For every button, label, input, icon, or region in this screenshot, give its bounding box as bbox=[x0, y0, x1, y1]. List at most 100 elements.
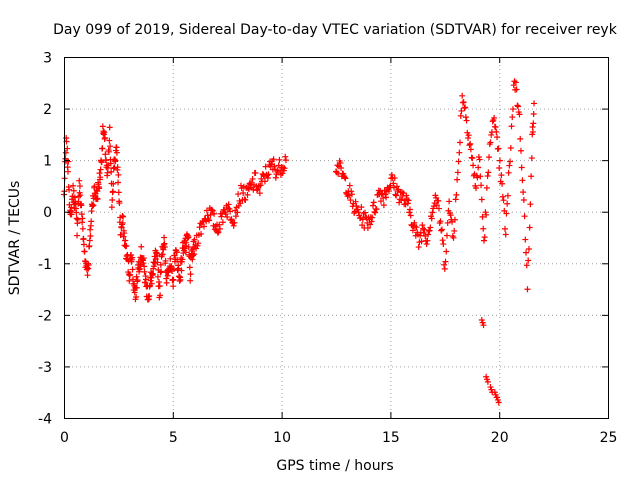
data-point bbox=[177, 276, 184, 283]
data-point bbox=[94, 196, 101, 203]
data-point bbox=[406, 209, 413, 216]
data-point bbox=[467, 140, 474, 147]
data-point bbox=[228, 216, 235, 223]
data-point bbox=[478, 196, 485, 203]
data-point bbox=[157, 269, 164, 276]
data-point bbox=[219, 219, 226, 226]
data-point bbox=[462, 114, 469, 121]
data-point bbox=[518, 164, 525, 171]
data-point bbox=[443, 232, 450, 239]
data-point bbox=[430, 203, 437, 210]
data-point bbox=[483, 184, 490, 191]
data-point bbox=[157, 292, 164, 299]
data-point bbox=[483, 211, 490, 218]
data-point bbox=[152, 256, 159, 263]
data-point bbox=[198, 230, 205, 237]
data-point bbox=[85, 261, 92, 268]
data-point bbox=[522, 236, 529, 243]
data-point bbox=[438, 226, 445, 233]
data-point bbox=[186, 264, 193, 271]
data-point bbox=[88, 208, 95, 215]
data-point bbox=[194, 242, 201, 249]
data-point bbox=[133, 284, 140, 291]
data-point bbox=[444, 219, 451, 226]
data-point bbox=[133, 293, 140, 300]
data-point bbox=[126, 277, 133, 284]
data-point bbox=[87, 226, 94, 233]
data-point bbox=[382, 191, 389, 198]
data-point bbox=[466, 142, 473, 149]
data-point bbox=[526, 224, 533, 231]
data-point bbox=[119, 219, 126, 226]
data-point bbox=[437, 218, 444, 225]
data-point bbox=[121, 230, 128, 237]
data-point bbox=[79, 225, 86, 232]
data-point bbox=[120, 233, 127, 240]
data-point bbox=[161, 234, 168, 241]
data-point bbox=[519, 177, 526, 184]
data-point bbox=[346, 182, 353, 189]
data-point bbox=[241, 196, 248, 203]
data-point bbox=[232, 213, 239, 220]
data-point bbox=[271, 163, 278, 170]
data-point bbox=[231, 219, 238, 226]
data-point bbox=[499, 193, 506, 200]
data-point bbox=[133, 273, 140, 280]
data-point bbox=[80, 235, 87, 242]
data-point bbox=[142, 276, 149, 283]
data-point bbox=[429, 209, 436, 216]
data-point bbox=[109, 188, 116, 195]
data-point bbox=[487, 139, 494, 146]
data-point bbox=[391, 175, 398, 182]
data-point bbox=[258, 175, 265, 182]
data-point bbox=[517, 147, 524, 154]
data-point bbox=[185, 234, 192, 241]
data-point bbox=[508, 123, 515, 130]
data-point bbox=[479, 213, 486, 220]
data-point bbox=[514, 102, 521, 109]
data-point bbox=[207, 211, 214, 218]
data-point bbox=[70, 187, 77, 194]
data-point bbox=[154, 259, 161, 266]
data-point bbox=[200, 223, 207, 230]
data-point bbox=[426, 227, 433, 234]
plot-frame bbox=[64, 57, 609, 419]
data-point-outlier bbox=[480, 322, 487, 329]
data-point bbox=[264, 175, 271, 182]
chart-title: Day 099 of 2019, Sidereal Day-to-day VTE… bbox=[53, 22, 618, 38]
data-point bbox=[484, 172, 491, 179]
data-point bbox=[459, 92, 466, 99]
data-point bbox=[257, 182, 264, 189]
data-point bbox=[488, 131, 495, 138]
data-point bbox=[502, 231, 509, 238]
data-point bbox=[517, 135, 524, 142]
data-point bbox=[398, 196, 405, 203]
data-point bbox=[158, 251, 165, 258]
data-point bbox=[440, 241, 447, 248]
data-point bbox=[235, 191, 242, 198]
data-point bbox=[338, 164, 345, 171]
x-axis-label: GPS time / hours bbox=[276, 458, 393, 474]
data-point bbox=[174, 256, 181, 263]
data-point bbox=[530, 110, 537, 117]
data-point bbox=[492, 124, 499, 131]
data-point bbox=[68, 204, 75, 211]
data-point bbox=[452, 196, 459, 203]
data-point bbox=[187, 277, 194, 284]
data-point bbox=[110, 165, 117, 172]
data-point bbox=[413, 224, 420, 231]
data-point bbox=[123, 242, 130, 249]
data-point bbox=[347, 197, 354, 204]
data-point bbox=[107, 160, 114, 167]
data-point bbox=[393, 183, 400, 190]
data-point bbox=[237, 182, 244, 189]
data-point bbox=[480, 225, 487, 232]
data-point bbox=[385, 188, 392, 195]
data-point bbox=[195, 240, 202, 247]
data-point bbox=[78, 202, 85, 209]
data-point bbox=[489, 118, 496, 125]
data-point bbox=[282, 157, 289, 164]
data-point bbox=[455, 158, 462, 165]
axis-ticks bbox=[64, 57, 609, 419]
